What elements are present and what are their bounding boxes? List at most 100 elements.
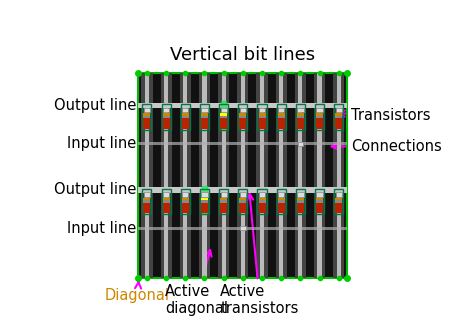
Bar <box>297 142 303 146</box>
Bar <box>220 116 227 118</box>
Bar <box>199 73 210 278</box>
Bar <box>296 189 305 214</box>
Bar <box>201 192 207 197</box>
Bar <box>182 113 189 117</box>
Bar <box>183 73 187 278</box>
Bar <box>220 108 227 112</box>
Bar <box>239 198 246 201</box>
Bar <box>162 200 170 202</box>
Bar <box>144 116 150 118</box>
Bar <box>316 202 323 213</box>
Bar <box>162 113 170 117</box>
Bar <box>278 200 285 202</box>
Bar <box>144 118 150 129</box>
Bar <box>162 118 170 129</box>
Bar <box>237 73 248 278</box>
Bar <box>297 202 304 213</box>
Bar <box>297 108 303 112</box>
Bar <box>182 198 189 201</box>
Bar <box>297 113 304 117</box>
Bar <box>220 118 227 129</box>
Bar <box>201 116 208 118</box>
Bar <box>241 73 245 278</box>
Bar <box>277 189 286 214</box>
Bar <box>239 113 246 117</box>
Bar <box>142 104 152 130</box>
Bar <box>258 198 265 201</box>
Bar <box>202 73 207 278</box>
Bar <box>260 73 264 278</box>
Bar <box>141 73 153 278</box>
Bar <box>238 189 248 214</box>
Bar <box>297 200 304 202</box>
Bar <box>162 189 171 214</box>
Bar <box>257 104 266 130</box>
Bar <box>256 73 268 278</box>
Bar <box>161 73 172 278</box>
Bar <box>219 104 228 130</box>
Bar <box>297 198 304 201</box>
Bar <box>335 118 342 129</box>
Bar <box>240 108 246 112</box>
Bar <box>315 189 324 214</box>
Text: Active
diagonal: Active diagonal <box>165 250 228 316</box>
Bar <box>258 202 265 213</box>
Text: Output line: Output line <box>54 98 136 113</box>
Bar <box>279 73 284 278</box>
Bar <box>182 192 189 197</box>
Bar <box>162 202 170 213</box>
Bar <box>316 108 323 112</box>
Bar <box>200 104 209 130</box>
Bar <box>220 198 227 201</box>
Bar <box>163 192 169 197</box>
Bar <box>162 198 170 201</box>
Bar <box>257 189 266 214</box>
Bar <box>164 73 168 278</box>
Bar <box>259 108 265 112</box>
Text: Connections: Connections <box>332 139 442 154</box>
Bar <box>316 118 323 129</box>
Bar <box>182 118 189 129</box>
Bar <box>182 116 189 118</box>
Bar <box>180 73 191 278</box>
Bar <box>297 118 304 129</box>
Bar <box>201 198 208 201</box>
Bar <box>239 116 246 118</box>
Bar <box>278 113 285 117</box>
Bar <box>258 200 265 202</box>
Bar <box>278 116 285 118</box>
Bar <box>335 202 342 213</box>
Bar <box>144 113 150 117</box>
Bar <box>336 192 342 197</box>
Text: Output line: Output line <box>54 182 136 197</box>
Bar <box>219 189 228 214</box>
Bar <box>201 108 207 112</box>
Bar <box>239 202 246 213</box>
Bar <box>334 189 343 214</box>
Text: Active
transistors: Active transistors <box>220 194 299 316</box>
Bar <box>138 227 347 230</box>
Bar <box>144 202 150 213</box>
Bar <box>220 200 227 202</box>
Bar <box>138 73 347 278</box>
Bar <box>258 118 265 129</box>
Bar <box>259 192 265 197</box>
Bar <box>221 73 226 278</box>
Bar <box>142 189 152 214</box>
Bar <box>278 202 285 213</box>
Bar <box>201 200 208 202</box>
Bar <box>220 192 227 197</box>
Text: Transistors: Transistors <box>338 108 431 123</box>
Bar <box>202 186 207 214</box>
Bar <box>144 192 150 197</box>
Bar <box>138 142 347 145</box>
Bar <box>144 200 150 202</box>
Bar <box>298 73 302 278</box>
Bar <box>336 108 342 112</box>
Bar <box>258 113 265 117</box>
Bar <box>220 202 227 213</box>
Bar <box>316 116 323 118</box>
Bar <box>278 118 285 129</box>
Bar <box>221 102 226 130</box>
Bar <box>162 116 170 118</box>
